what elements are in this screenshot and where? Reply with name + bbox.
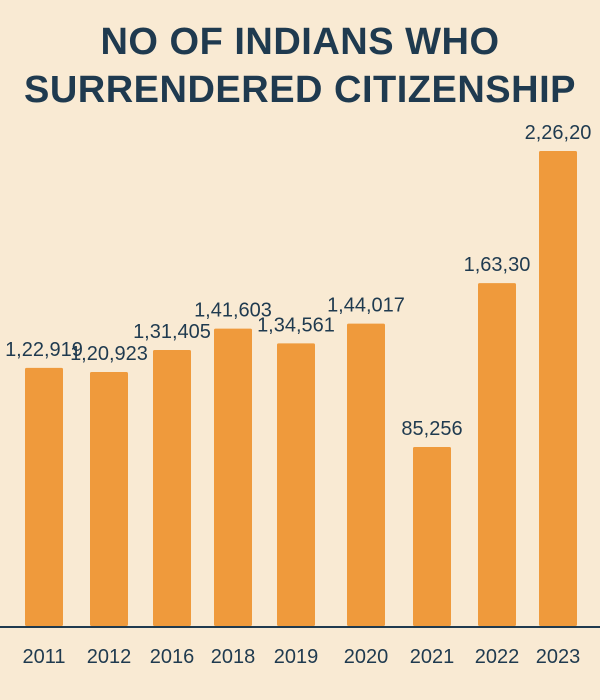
value-label-2011: 1,22,919: [5, 339, 83, 361]
bar-2023: [539, 150, 577, 627]
x-tick-label-2022: 2022: [475, 646, 520, 668]
x-tick-label-2012: 2012: [87, 646, 132, 668]
x-tick-label-2016: 2016: [150, 646, 195, 668]
value-label-2023: 2,26,20: [525, 122, 592, 144]
x-tick-label-2023: 2023: [536, 646, 581, 668]
bar-2012: [90, 372, 128, 626]
value-label-2021: 85,256: [401, 418, 462, 440]
bar-2021: [413, 446, 451, 626]
value-label-2012: 1,20,923: [70, 343, 148, 365]
bar-2020: [347, 323, 385, 626]
x-tick-label-2020: 2020: [344, 646, 389, 668]
chart-title: NO OF INDIANS WHO SURRENDERED CITIZENSHI…: [0, 18, 600, 114]
value-label-2019: 1,34,561: [257, 314, 335, 336]
value-label-2022: 1,63,30: [464, 254, 531, 276]
value-labels-layer: 1,22,9191,20,9231,31,4051,41,6031,34,561…: [5, 122, 591, 440]
bar-2016: [153, 350, 191, 626]
bar-2018: [214, 328, 252, 626]
x-tick-label-2011: 2011: [22, 646, 65, 668]
value-label-2016: 1,31,405: [133, 321, 211, 343]
chart-title-line-1: NO OF INDIANS WHO: [100, 21, 500, 63]
bar-2022: [478, 283, 516, 626]
x-tick-labels-layer: 2011 2012 2016 2018 2019 2020 2021 2022 2023: [22, 646, 580, 668]
chart-title-line-2: SURRENDERED CITIZENSHIP: [24, 69, 576, 111]
bar-2011: [25, 367, 63, 626]
x-tick-label-2021: 2021: [410, 646, 455, 668]
value-label-2020: 1,44,017: [327, 295, 405, 317]
bar-2019: [277, 343, 315, 626]
bars-layer: [25, 150, 577, 627]
x-tick-label-2018: 2018: [211, 646, 256, 668]
x-tick-label-2019: 2019: [274, 646, 319, 668]
value-label-2018: 1,41,603: [194, 300, 272, 322]
